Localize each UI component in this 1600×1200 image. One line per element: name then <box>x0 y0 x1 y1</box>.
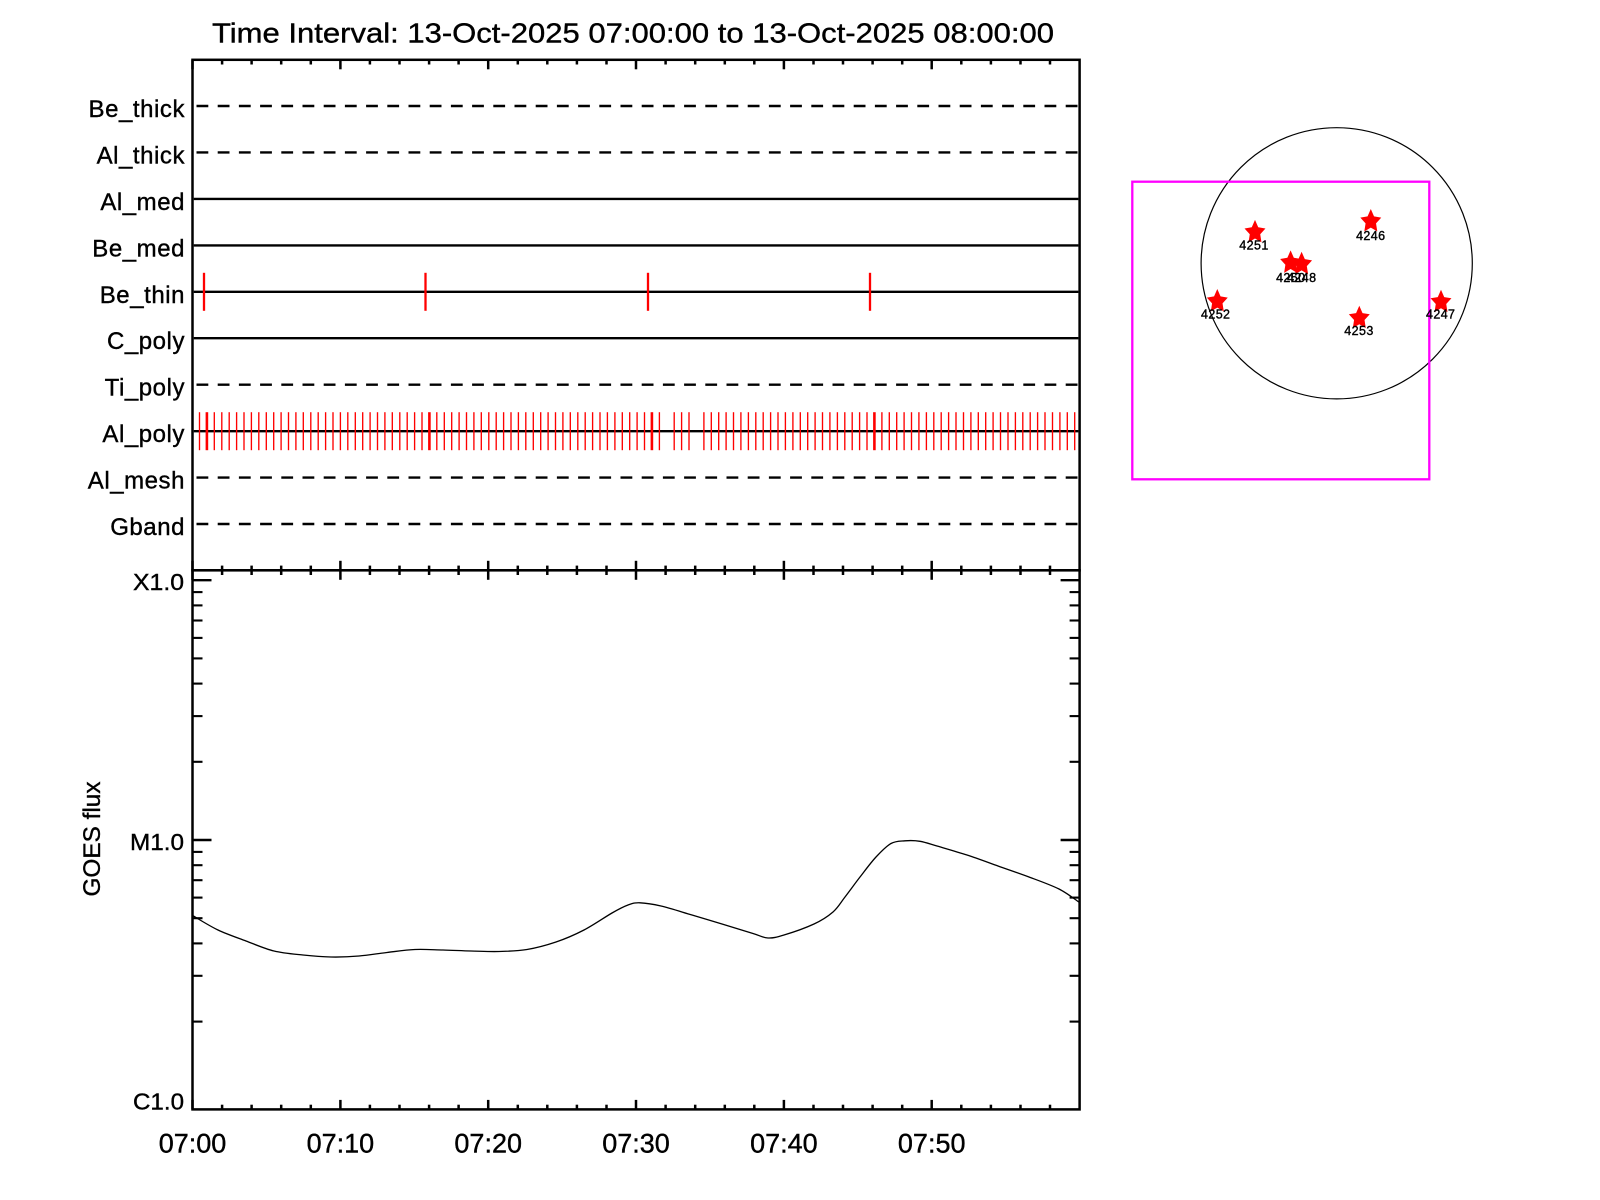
svg-text:X1.0: X1.0 <box>133 569 184 595</box>
svg-text:Al_mesh: Al_mesh <box>88 468 185 495</box>
svg-text:C1.0: C1.0 <box>133 1089 184 1115</box>
svg-text:07:00: 07:00 <box>159 1128 227 1158</box>
svg-text:07:10: 07:10 <box>307 1128 375 1158</box>
svg-text:07:40: 07:40 <box>750 1128 818 1158</box>
svg-text:Al_thick: Al_thick <box>97 142 186 169</box>
svg-text:07:50: 07:50 <box>898 1128 966 1158</box>
svg-text:4248: 4248 <box>1287 271 1316 285</box>
svg-text:4253: 4253 <box>1344 324 1373 338</box>
svg-text:C_poly: C_poly <box>107 328 185 355</box>
svg-text:Al_poly: Al_poly <box>102 421 185 448</box>
svg-text:07:30: 07:30 <box>602 1128 670 1158</box>
svg-text:Be_thick: Be_thick <box>89 96 186 123</box>
svg-text:07:20: 07:20 <box>454 1128 522 1158</box>
svg-text:4252: 4252 <box>1201 308 1230 322</box>
svg-text:Be_thin: Be_thin <box>100 282 185 309</box>
svg-text:Time Interval: 13-Oct-2025 07:: Time Interval: 13-Oct-2025 07:00:00 to 1… <box>212 18 1054 49</box>
svg-text:4246: 4246 <box>1356 229 1385 243</box>
svg-text:Al_med: Al_med <box>100 189 185 216</box>
svg-text:M1.0: M1.0 <box>130 829 184 855</box>
svg-text:4250: 4250 <box>1276 271 1305 285</box>
svg-text:Gband: Gband <box>110 514 185 541</box>
svg-text:4247: 4247 <box>1426 308 1455 322</box>
svg-text:Ti_poly: Ti_poly <box>105 375 185 402</box>
svg-text:Be_med: Be_med <box>92 235 185 262</box>
svg-text:4251: 4251 <box>1239 239 1268 253</box>
svg-text:GOES flux: GOES flux <box>79 782 106 897</box>
